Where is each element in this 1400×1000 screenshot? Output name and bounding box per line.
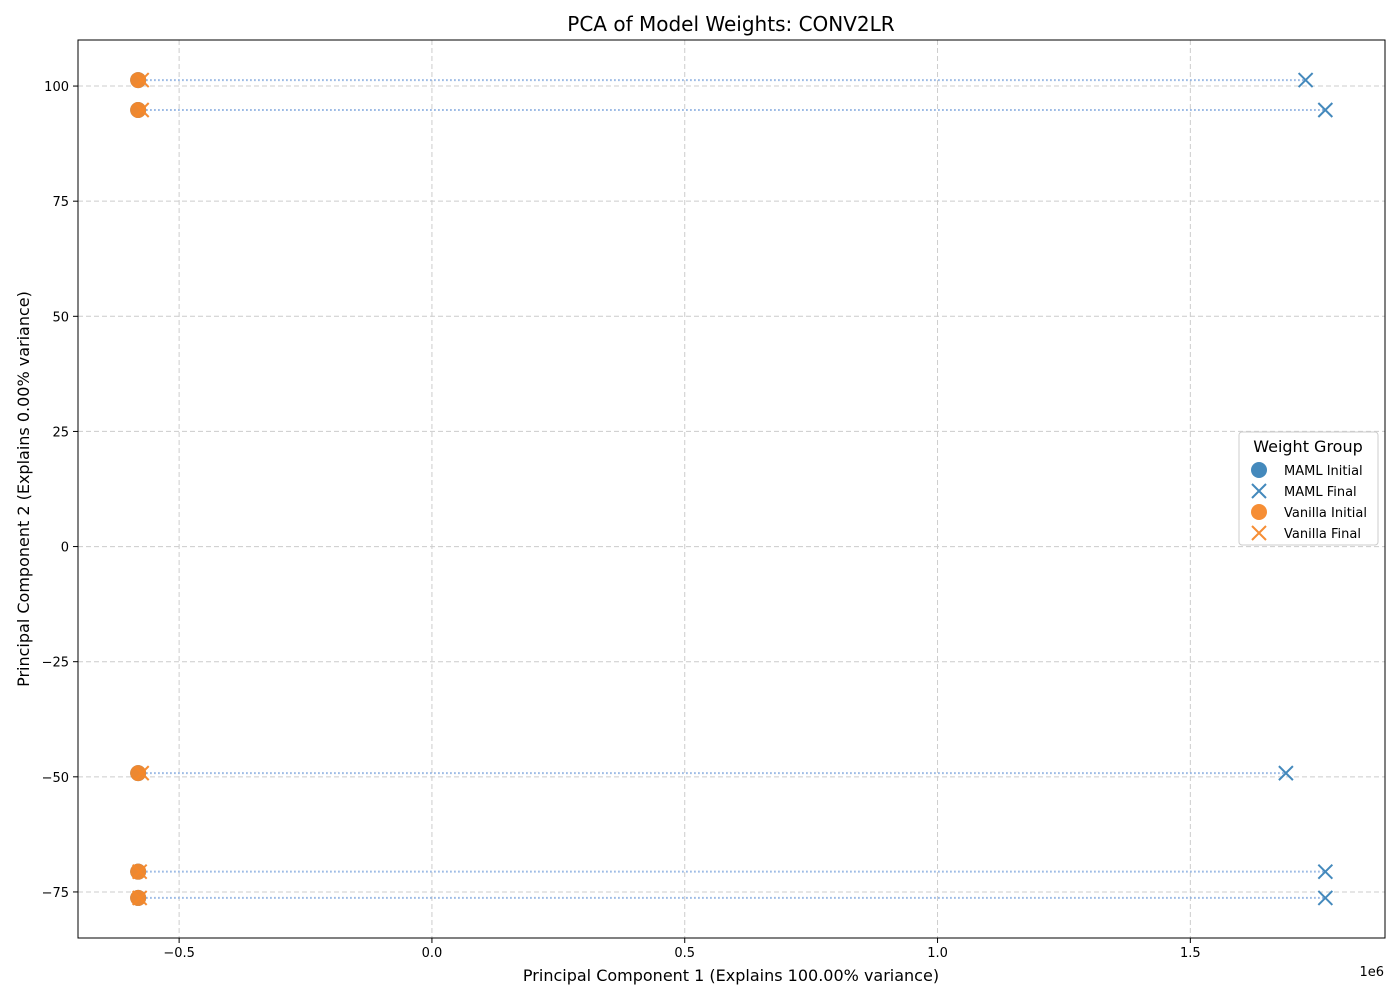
maml-final-point [1297,72,1314,88]
legend-marker-vanilla-final [1251,525,1267,541]
y-axis-ticks: −75 −50 −25 0 25 50 75 100 [42,80,78,901]
x-tick-label: −0.5 [163,946,195,961]
y-tick-label: 0 [61,541,69,556]
x-tick-label: 1.0 [927,946,948,961]
maml-final-point [1278,765,1294,781]
chart-title: PCA of Model Weights: CONV2LR [567,12,895,36]
y-tick-label: −50 [42,771,69,786]
y-tick-label: 25 [52,425,69,440]
legend-marker-vanilla-initial [1251,504,1267,520]
legend-label-vanilla-initial: Vanilla Initial [1284,506,1367,521]
y-tick-label: 75 [52,195,69,210]
x-axis-label: Principal Component 1 (Explains 100.00% … [523,966,939,985]
vanilla-initial-point [130,863,147,880]
vanilla-initial-point [130,72,147,89]
legend-label-vanilla-final: Vanilla Final [1284,527,1361,542]
x-tick-label: 1.5 [1180,946,1201,961]
legend-label-maml-final: MAML Final [1284,485,1357,500]
legend-entries: MAML Initial MAML Final Vanilla Initial Van… [1251,462,1367,542]
y-tick-label: −25 [42,656,69,671]
vanilla-initial-point [130,765,147,782]
legend-title: Weight Group [1253,437,1363,456]
legend-label-maml-initial: MAML Initial [1284,464,1363,479]
maml-final-point [1317,102,1334,118]
y-tick-label: 100 [44,80,69,95]
maml-final-point [1317,890,1334,906]
legend-marker-maml-final [1251,483,1267,499]
y-tick-label: −75 [42,886,69,901]
y-axis-label: Principal Component 2 (Explains 0.00% va… [14,291,33,687]
maml-final-point [1317,863,1334,880]
legend: Weight Group MAML Initial MAML Final Vanil… [1238,431,1379,546]
legend-marker-maml-initial [1251,462,1267,478]
grid [78,40,1385,938]
legend-box [1238,431,1379,546]
vanilla-initial-point [130,101,147,118]
plot-area-frame [77,39,1386,939]
x-axis-offset-label: 1e6 [1359,965,1384,980]
y-tick-label: 50 [52,310,69,325]
connector-lines [138,79,1326,899]
x-tick-label: 0.0 [422,946,443,961]
x-tick-label: 0.5 [674,946,695,961]
data-markers [130,72,1334,906]
vanilla-initial-point [130,889,147,906]
x-axis-ticks: −0.5 0.0 0.5 1.0 1.5 [163,938,1201,961]
